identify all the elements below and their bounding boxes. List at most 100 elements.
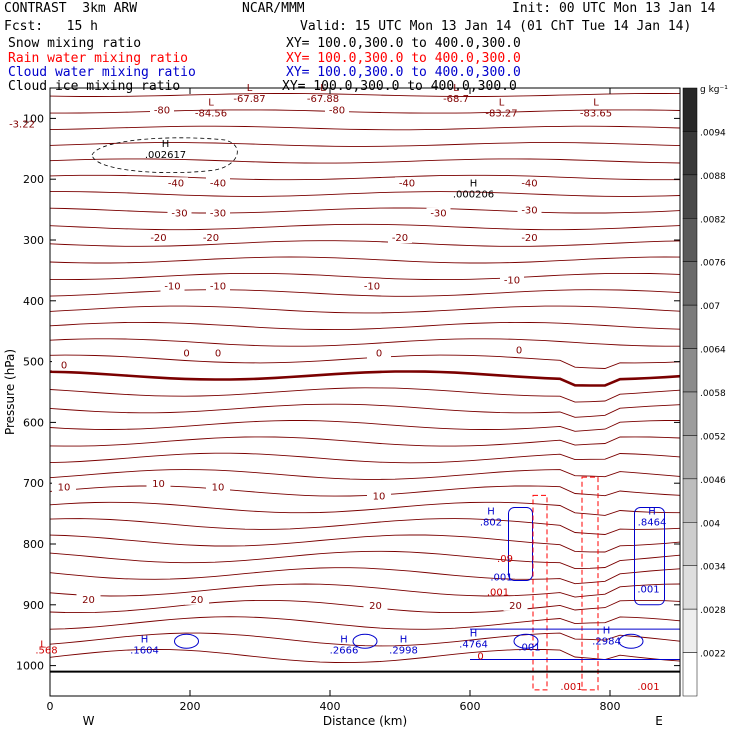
cloud-water-cell <box>634 507 665 606</box>
extremum-value: .8464 <box>638 518 667 529</box>
isotherm-contour <box>49 583 681 598</box>
isotherm-contour <box>49 632 681 647</box>
isotherm-contour <box>49 338 680 347</box>
extremum-value: .4764 <box>459 639 488 650</box>
colorbar-swatch <box>682 565 698 610</box>
extremum-marker: H <box>487 507 495 518</box>
isotherm-label: 10 <box>58 482 71 493</box>
isotherm-label: -10 <box>164 282 180 293</box>
isotherm-label-bg <box>500 274 524 286</box>
y-tick-label: 600 <box>23 416 44 429</box>
isotherm-contour <box>49 321 681 331</box>
rain-cell <box>532 494 548 691</box>
isotherm-contour <box>49 452 681 464</box>
isotherm-label-bg <box>206 207 230 219</box>
extremum-value: -67.88 <box>307 94 339 105</box>
isotherm-label: -20 <box>392 233 408 244</box>
isotherm-contour <box>49 567 681 585</box>
isotherm-label: -30 <box>171 209 187 220</box>
isotherm-contour <box>49 256 681 264</box>
extremum-value: .000206 <box>453 189 494 200</box>
contour-label: .001 <box>637 682 659 693</box>
isotherm-label-bg <box>325 104 349 116</box>
y-tick-label: 900 <box>23 599 44 612</box>
east-label: E <box>655 714 663 728</box>
colorbar-swatch <box>682 478 698 523</box>
cloud-water-blob <box>618 633 644 649</box>
extremum-value: -84.56 <box>195 109 227 120</box>
extremum-value: -67.87 <box>233 94 265 105</box>
isotherm-contour <box>50 191 681 197</box>
isotherm-label-bg <box>360 280 384 292</box>
extremum-value: -68.7 <box>443 94 469 105</box>
x-tick-label: 0 <box>47 700 54 713</box>
colorbar-label: .0028 <box>700 606 726 616</box>
isotherm-contour <box>49 354 681 369</box>
extremum-marker: H <box>340 634 348 645</box>
y-tick-label: 1000 <box>16 660 44 673</box>
isotherm-label-bg <box>174 347 199 359</box>
contour-label: 0 <box>477 652 483 663</box>
colorbar-swatch <box>682 131 698 176</box>
y-tick-label: 700 <box>23 477 44 490</box>
isotherm-contour <box>49 485 681 497</box>
colorbar-label: .007 <box>700 302 720 312</box>
colorbar-label: .0064 <box>700 346 726 356</box>
isotherm-label-bg <box>185 593 209 605</box>
isotherm-label: -20 <box>150 233 166 244</box>
extremum-marker: L <box>453 83 459 94</box>
extremum-marker: H <box>648 507 656 518</box>
extremum-value: .002617 <box>145 150 186 161</box>
extremum-marker: L <box>208 98 214 109</box>
isotherm-label-bg <box>367 490 391 502</box>
isotherm-contour <box>49 534 681 553</box>
isotherm-label: -80 <box>154 105 170 116</box>
y-tick-label: 300 <box>23 234 44 247</box>
isotherm-label-bg <box>150 104 174 116</box>
isotherm-label: -30 <box>210 209 226 220</box>
colorbar-label: .0052 <box>700 432 726 442</box>
colorbar-swatch <box>682 652 698 697</box>
x-tick-label: 200 <box>180 700 201 713</box>
contour-label: .09 <box>497 554 513 565</box>
isotherm-label: 0 <box>516 345 522 356</box>
colorbar-unit: g kg⁻¹ <box>700 85 728 95</box>
isotherm-label-bg <box>388 232 412 243</box>
extremum-value: .1604 <box>130 645 159 656</box>
contour-label: .001 <box>518 642 540 653</box>
isotherm-contour <box>49 420 680 432</box>
isotherm-label-bg <box>52 359 76 371</box>
y-tick-label: 100 <box>23 112 44 125</box>
rain-cell <box>581 476 599 691</box>
x-tick-label: 400 <box>320 700 341 713</box>
isotherm-contour <box>49 518 681 535</box>
isotherm-label: -10 <box>364 282 380 293</box>
isotherm-contour <box>49 125 681 131</box>
isotherm-contour <box>49 616 681 630</box>
isotherm-label: 20 <box>509 601 522 612</box>
isotherm-label: 10 <box>373 491 386 502</box>
isotherm-label: 0 <box>215 349 221 360</box>
cloud-water-low-contour <box>470 628 681 661</box>
isotherm-label-bg <box>363 599 388 611</box>
colorbar-swatch <box>682 304 698 349</box>
isotherm-label: 10 <box>212 482 225 493</box>
isotherm-contour <box>49 305 681 314</box>
isotherm-contour <box>49 158 681 164</box>
isotherm-contour <box>49 403 681 418</box>
field-cloudwater-xy: XY= 100.0,300.0 to 400.0,300.0 <box>286 65 521 80</box>
colorbar-swatch <box>682 174 698 219</box>
isotherm-label-bg <box>206 177 230 189</box>
cloud-water-blob <box>513 633 539 649</box>
isotherm-label-bg <box>517 204 542 216</box>
colorbar-label: .0088 <box>700 172 726 182</box>
isotherm-label-bg <box>146 478 171 490</box>
isotherm-label-bg <box>160 280 185 292</box>
isotherm-label: -40 <box>210 178 226 189</box>
extremum-marker: H <box>162 139 170 150</box>
isotherm-label-bg <box>507 344 531 356</box>
extremum-marker: L <box>593 98 599 109</box>
isotherm-contour <box>49 501 681 516</box>
isotherm-contour <box>49 207 681 214</box>
